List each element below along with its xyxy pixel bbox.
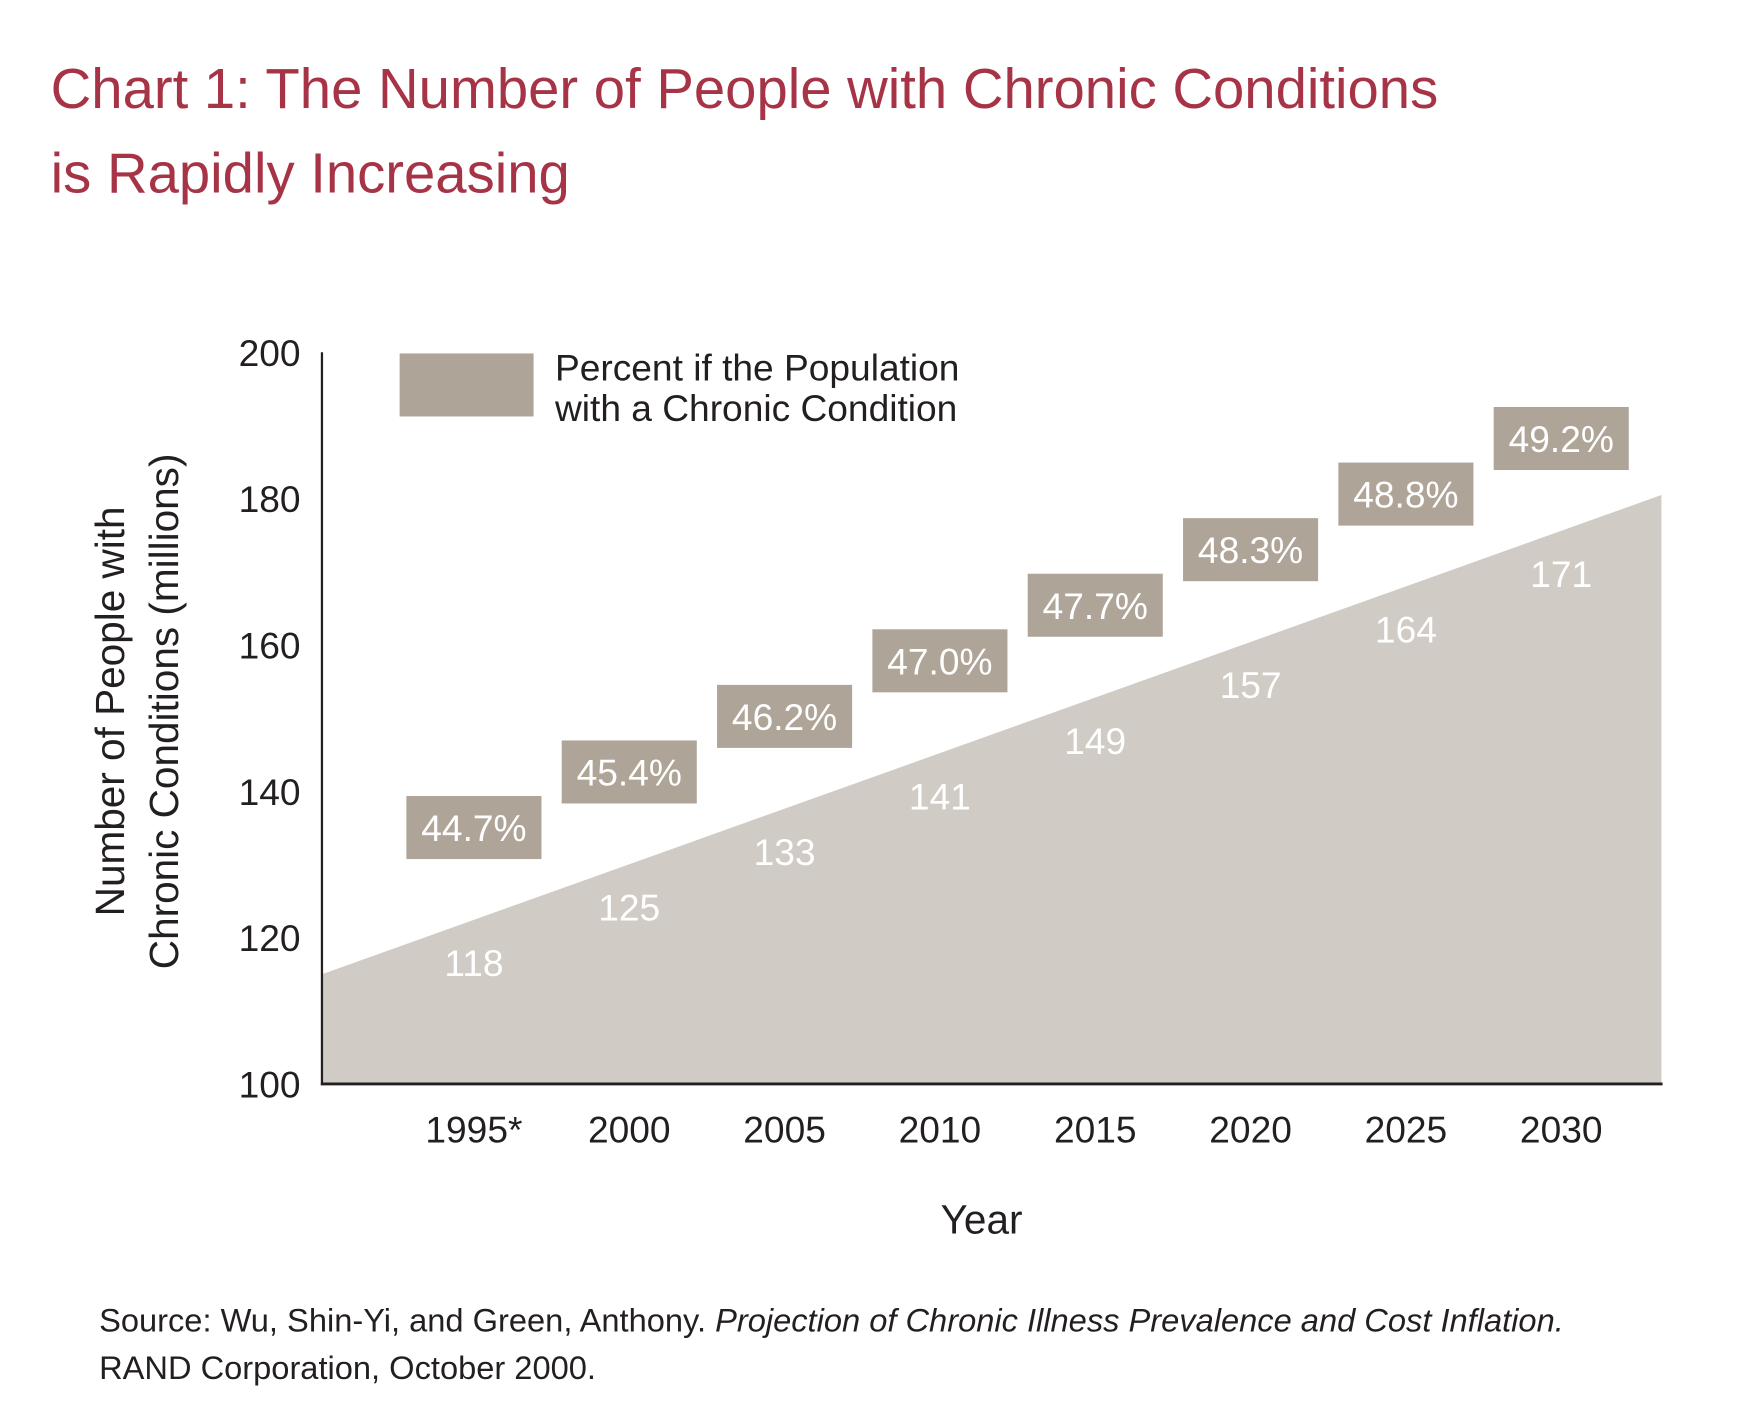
percent-label: 46.2% bbox=[732, 696, 837, 738]
percent-label-box bbox=[1338, 462, 1474, 526]
legend-swatch bbox=[399, 353, 534, 417]
percent-label: 47.7% bbox=[1043, 585, 1148, 627]
chart-title-line-1: Chart 1: The Number of People with Chron… bbox=[51, 57, 1439, 120]
value-label: 171 bbox=[1530, 553, 1592, 595]
legend-label-line-2: with a Chronic Condition bbox=[554, 387, 957, 429]
x-tick-label: 2005 bbox=[743, 1108, 826, 1150]
x-axis-title: Year bbox=[941, 1197, 1023, 1243]
y-tick-label: 120 bbox=[239, 917, 301, 959]
x-tick-label: 2010 bbox=[899, 1108, 982, 1150]
percent-label-box bbox=[561, 740, 697, 804]
y-axis-title-line-2: Chronic Conditions (millions) bbox=[141, 454, 187, 970]
percent-label: 45.4% bbox=[577, 751, 682, 793]
legend: Percent if the Population with a Chronic… bbox=[399, 346, 960, 429]
value-label: 141 bbox=[909, 775, 971, 817]
y-tick-label: 140 bbox=[239, 771, 301, 813]
source-prefix: Source: Wu, Shin-Yi, and Green, Anthony. bbox=[99, 1302, 715, 1339]
value-label: 149 bbox=[1064, 720, 1126, 762]
value-label: 164 bbox=[1375, 609, 1437, 651]
percent-label: 48.3% bbox=[1198, 529, 1303, 571]
percent-label-box bbox=[1493, 407, 1629, 471]
value-label: 133 bbox=[754, 831, 816, 873]
x-tick-label: 2015 bbox=[1054, 1108, 1137, 1150]
source-title: Projection of Chronic Illness Prevalence… bbox=[715, 1302, 1564, 1339]
percent-label-box bbox=[717, 684, 853, 748]
percent-label-box bbox=[1183, 518, 1319, 582]
y-axis-title: Number of People with Chronic Conditions… bbox=[87, 454, 187, 970]
area-fill bbox=[321, 494, 1662, 1084]
y-axis-title-line-1: Number of People with bbox=[87, 506, 133, 916]
percent-label: 47.0% bbox=[887, 640, 992, 682]
value-label: 118 bbox=[444, 942, 503, 984]
y-tick-label: 200 bbox=[239, 332, 301, 374]
y-tick-label: 100 bbox=[239, 1063, 301, 1105]
x-tick-label: 1995* bbox=[425, 1108, 522, 1150]
y-tick-label: 160 bbox=[239, 624, 301, 666]
percent-label-box bbox=[406, 796, 542, 860]
x-tick-label: 2030 bbox=[1520, 1108, 1603, 1150]
x-tick-label: 2000 bbox=[588, 1108, 671, 1150]
percent-label: 49.2% bbox=[1509, 418, 1614, 460]
value-label: 157 bbox=[1220, 664, 1282, 706]
y-tick-label: 180 bbox=[239, 478, 301, 520]
percent-label-box bbox=[1027, 573, 1163, 637]
source-line-2: RAND Corporation, October 2000. bbox=[99, 1349, 596, 1386]
percent-label-box bbox=[872, 629, 1008, 693]
percent-label: 44.7% bbox=[421, 807, 526, 849]
value-label: 125 bbox=[598, 887, 660, 929]
source-line-1: Source: Wu, Shin-Yi, and Green, Anthony.… bbox=[99, 1302, 1564, 1339]
legend-label-line-1: Percent if the Population bbox=[555, 346, 960, 388]
x-tick-label: 2020 bbox=[1209, 1108, 1292, 1150]
percent-label: 48.8% bbox=[1353, 474, 1458, 516]
x-tick-label: 2025 bbox=[1365, 1108, 1448, 1150]
chart-title-line-2: is Rapidly Increasing bbox=[51, 141, 570, 204]
